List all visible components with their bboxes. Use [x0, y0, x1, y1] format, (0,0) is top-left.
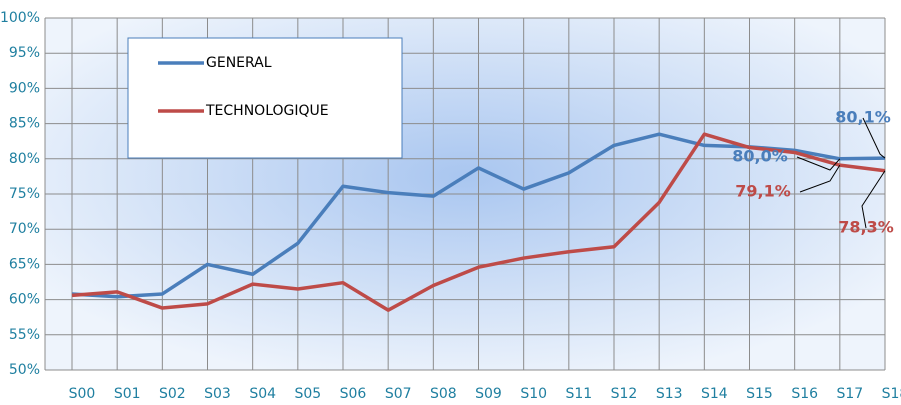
- x-tick-label: S14: [701, 386, 728, 402]
- y-tick-label: 90%: [9, 80, 40, 96]
- x-tick-label: S05: [294, 386, 321, 402]
- y-tick-label: 55%: [9, 327, 40, 343]
- y-tick-label: 80%: [9, 151, 40, 167]
- legend-label: TECHNOLOGIQUE: [205, 103, 329, 119]
- leader-line: [799, 164, 841, 193]
- data-label: 79,1%: [735, 182, 791, 201]
- leader-line: [796, 156, 841, 171]
- x-tick-label: S00: [69, 386, 96, 402]
- x-tick-label: S04: [249, 386, 276, 402]
- y-tick-label: 75%: [9, 186, 40, 202]
- leader-line: [861, 170, 886, 229]
- x-tick-label: S18: [882, 386, 901, 402]
- x-tick-label: S17: [836, 386, 863, 402]
- y-tick-label: 70%: [9, 221, 40, 237]
- x-tick-label: S12: [611, 386, 638, 402]
- y-tick-label: 50%: [9, 362, 40, 378]
- data-label: 80,1%: [835, 108, 891, 127]
- x-tick-label: S08: [430, 386, 457, 402]
- leader-line: [862, 117, 886, 159]
- y-tick-label: 85%: [9, 116, 40, 132]
- series-line: [71, 132, 886, 312]
- data-label: 80,0%: [732, 147, 788, 166]
- legend: [127, 37, 403, 159]
- x-tick-label: S02: [159, 386, 186, 402]
- x-tick-label: S09: [475, 386, 502, 402]
- x-tick-label: S13: [656, 386, 683, 402]
- y-tick-label: 100%: [0, 10, 40, 26]
- data-label: 78,3%: [838, 218, 894, 237]
- x-tick-label: S16: [791, 386, 818, 402]
- y-tick-label: 95%: [9, 45, 40, 61]
- x-tick-label: S07: [385, 386, 412, 402]
- x-tick-label: S10: [520, 386, 547, 402]
- x-tick-label: S01: [114, 386, 141, 402]
- legend-label: GENERAL: [206, 55, 272, 71]
- y-tick-label: 65%: [9, 256, 40, 272]
- x-tick-label: S15: [746, 386, 773, 402]
- x-tick-label: S03: [204, 386, 231, 402]
- x-tick-label: S06: [340, 386, 367, 402]
- x-tick-label: S11: [565, 386, 592, 402]
- y-tick-label: 60%: [9, 292, 40, 308]
